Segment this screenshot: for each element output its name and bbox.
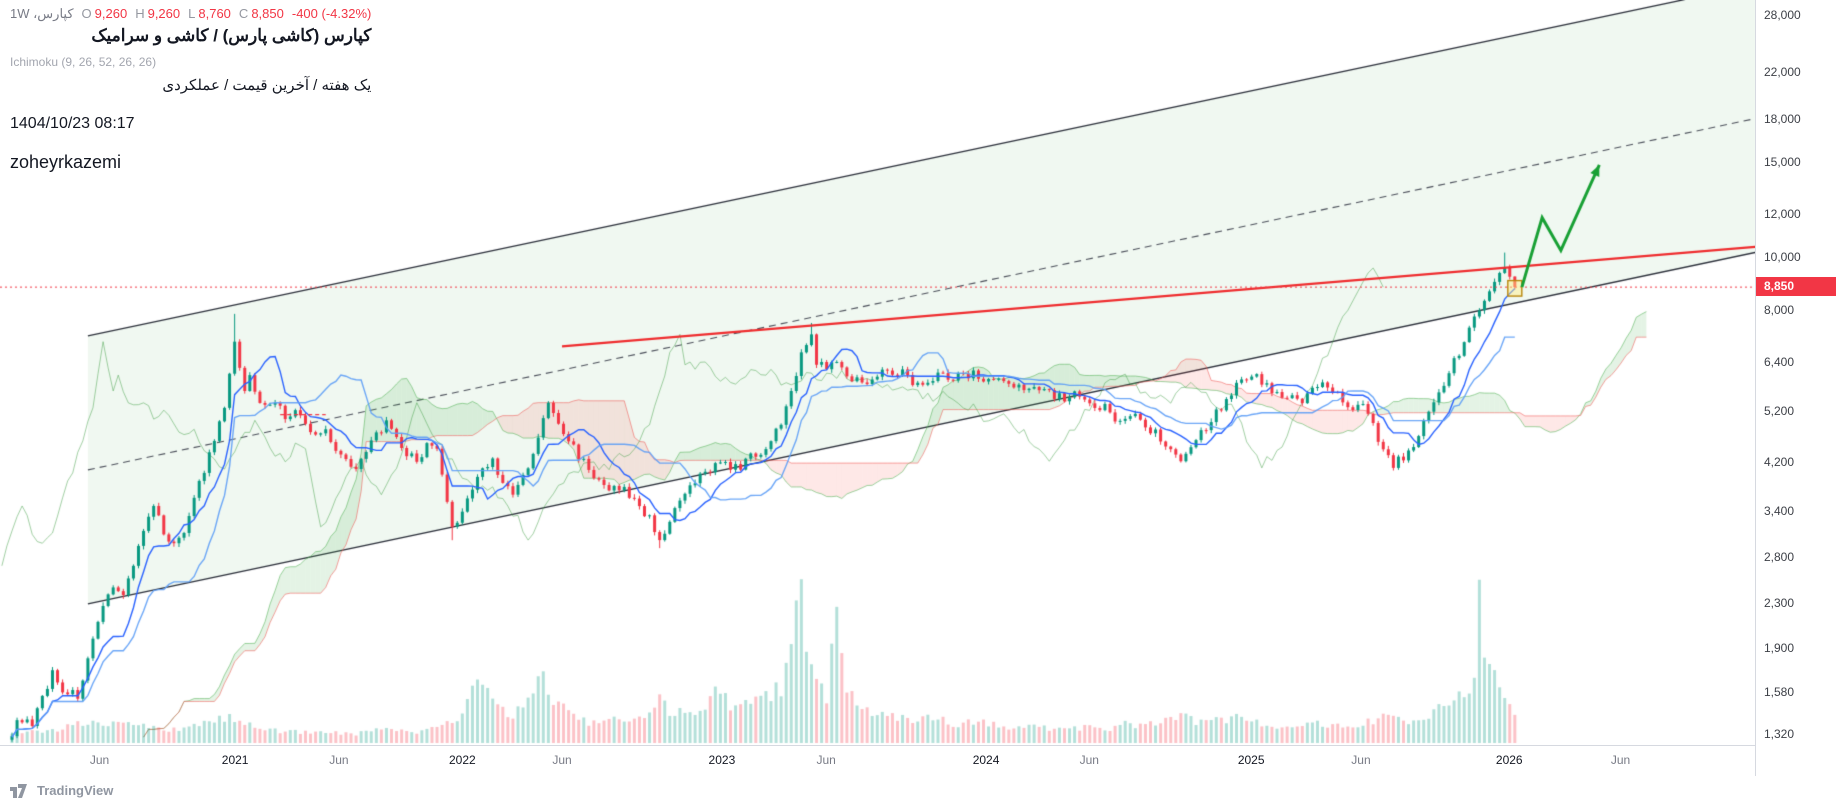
price-tick-label: 8,000 (1764, 302, 1795, 317)
time-tick-label: Jun (552, 753, 572, 767)
price-tick-label: 3,400 (1764, 504, 1795, 519)
price-tick-label: 28,000 (1764, 8, 1801, 23)
price-tick-label: 2,800 (1764, 550, 1795, 565)
time-axis[interactable]: Jun 2021 Jun 2022 Jun 2023 Jun 2024 Jun 2025 Jun 20… (0, 745, 1755, 776)
price-tick-label: 1,580 (1764, 684, 1795, 699)
time-tick-label: 2024 (972, 753, 1000, 767)
price-chart-canvas[interactable] (0, 0, 1755, 745)
price-tick-label: 12,000 (1764, 207, 1801, 222)
time-tick-label: Jun (329, 753, 349, 767)
price-tick-label: 15,000 (1764, 154, 1801, 169)
tradingview-logo-text: TradingView (37, 783, 114, 798)
price-tick-label: 6,400 (1764, 355, 1795, 370)
price-tick-label: 5,200 (1764, 404, 1795, 419)
price-tick-label: 4,200 (1764, 454, 1795, 469)
time-tick-label: Jun (1351, 753, 1371, 767)
time-tick-label: Jun (1079, 753, 1099, 767)
time-tick-label: 2023 (708, 753, 736, 767)
time-tick-label: Jun (89, 753, 110, 767)
price-tick-label: 2,300 (1764, 596, 1795, 611)
price-tick-label: 18,000 (1764, 112, 1801, 127)
price-tick-label: 22,000 (1764, 64, 1801, 79)
last-price-badge: 8,850 (1756, 277, 1836, 297)
time-tick-label: 2025 (1237, 753, 1265, 767)
time-tick-label: 2021 (221, 753, 249, 767)
price-tick-label: 10,000 (1764, 250, 1801, 265)
tradingview-logo[interactable]: TradingView (10, 783, 113, 798)
price-tick-label: 1,320 (1764, 727, 1795, 742)
time-tick-label: Jun (816, 753, 836, 767)
price-axis[interactable]: 8,850 28,000 22,000 18,000 15,000 12,000 10,0… (1755, 0, 1836, 776)
time-tick-label: 2026 (1495, 753, 1523, 767)
tradingview-icon (10, 783, 27, 798)
price-tick-label: 1,900 (1764, 641, 1795, 656)
time-tick-label: Jun (1610, 753, 1631, 767)
time-tick-label: 2022 (448, 753, 476, 767)
